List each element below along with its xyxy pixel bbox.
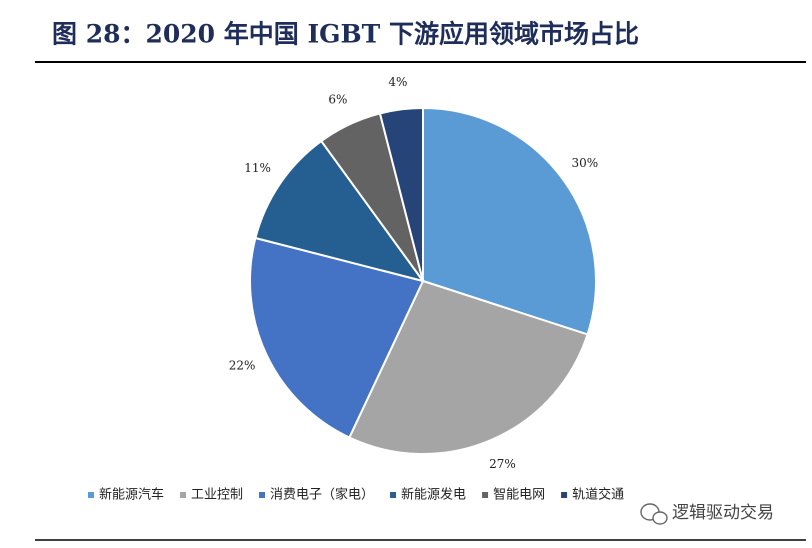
pie-slice [378, 106, 424, 282]
legend-label: 工业控制 [191, 488, 243, 503]
pie-slice [249, 236, 425, 439]
legend-marker [180, 492, 187, 498]
legend-label: 智能电网 [493, 488, 545, 503]
legend-marker [259, 492, 266, 498]
legend-marker [390, 492, 397, 498]
watermark: 逻辑驱动交易 [672, 503, 774, 523]
pie-slice [422, 106, 597, 336]
value-label: 22% [229, 359, 256, 373]
legend-marker [561, 492, 568, 498]
legend-marker [88, 492, 94, 498]
legend-marker [482, 492, 489, 498]
value-label: 4% [388, 75, 407, 89]
pie-slice [254, 139, 426, 283]
value-label: 27% [489, 457, 516, 471]
watermark-icon [640, 503, 668, 525]
value-label: 30% [571, 156, 598, 170]
value-label: 11% [244, 161, 271, 175]
legend-label: 新能源汽车 [99, 487, 164, 503]
legend-label: 轨道交通 [572, 487, 624, 503]
legend-label: 消费电子（家电） [270, 487, 374, 503]
value-label: 6% [328, 93, 347, 107]
pie-slice [348, 279, 589, 455]
legend-label: 新能源发电 [401, 487, 466, 503]
chart-title: 图 28：2020 年中国 IGBT 下游应用领域市场占比 [52, 20, 639, 49]
